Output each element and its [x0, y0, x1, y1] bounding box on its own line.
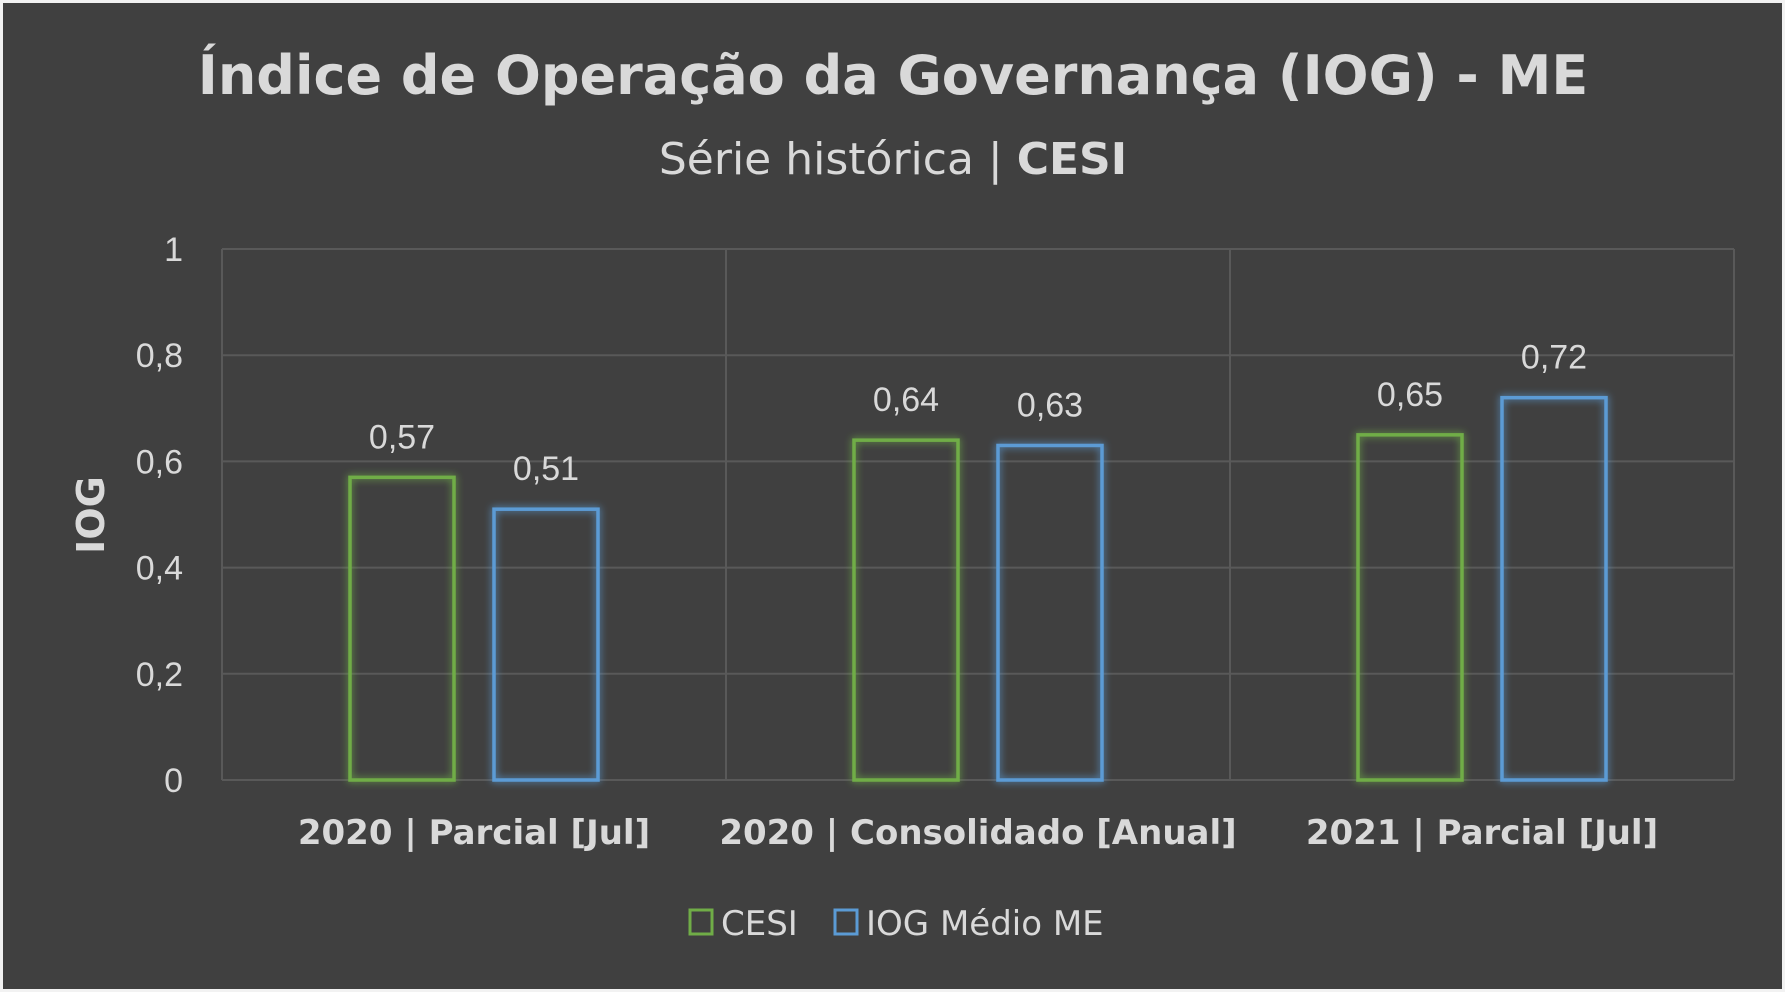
chart-title: Índice de Operação da Governança (IOG) -…	[198, 44, 1588, 107]
data-label: 0,57	[369, 418, 435, 456]
legend-swatch	[833, 908, 859, 936]
y-tick-label: 0,6	[136, 443, 183, 481]
y-tick-label: 0,4	[136, 550, 183, 588]
bar-cesi	[852, 438, 960, 782]
data-label: 0,51	[513, 450, 579, 488]
y-tick-label: 1	[164, 231, 183, 269]
legend-label: IOG Médio ME	[866, 904, 1104, 944]
chart-background	[3, 3, 1782, 989]
data-labels: 0,57 0,51 0,64 0,63 0,65 0,72	[369, 339, 1587, 489]
chart-subtitle: Série histórica | CESI	[659, 134, 1127, 185]
bar-iog-m-dio-me	[492, 507, 600, 782]
x-category-label: 2021 | Parcial [Jul]	[1306, 813, 1658, 853]
bar-iog-m-dio-me	[1500, 395, 1608, 782]
bars	[348, 395, 1608, 782]
x-category-label: 2020 | Parcial [Jul]	[298, 813, 650, 853]
data-label: 0,64	[873, 381, 939, 419]
data-label: 0,65	[1377, 376, 1443, 414]
subtitle-bold: CESI	[1017, 134, 1127, 185]
grid	[221, 248, 1735, 781]
y-axis-ticks: 0 0,2 0,4 0,6 0,8 1	[136, 231, 183, 800]
legend: CESI IOG Médio ME	[688, 904, 1104, 944]
y-tick-label: 0,8	[136, 337, 183, 375]
y-axis-label: IOG	[69, 476, 113, 554]
legend-swatch	[688, 908, 714, 936]
subtitle-prefix: Série histórica |	[659, 134, 1017, 185]
legend-label: CESI	[721, 904, 798, 944]
data-label: 0,63	[1017, 386, 1083, 424]
y-tick-label: 0	[164, 762, 183, 800]
data-label: 0,72	[1521, 339, 1587, 377]
bar-iog-m-dio-me	[996, 443, 1104, 782]
bar-cesi	[1356, 433, 1464, 782]
y-tick-label: 0,2	[136, 656, 183, 694]
x-category-label: 2020 | Consolidado [Anual]	[719, 813, 1236, 853]
x-axis-categories: 2020 | Parcial [Jul] 2020 | Consolidado […	[298, 813, 1658, 853]
bar-cesi	[348, 475, 456, 782]
